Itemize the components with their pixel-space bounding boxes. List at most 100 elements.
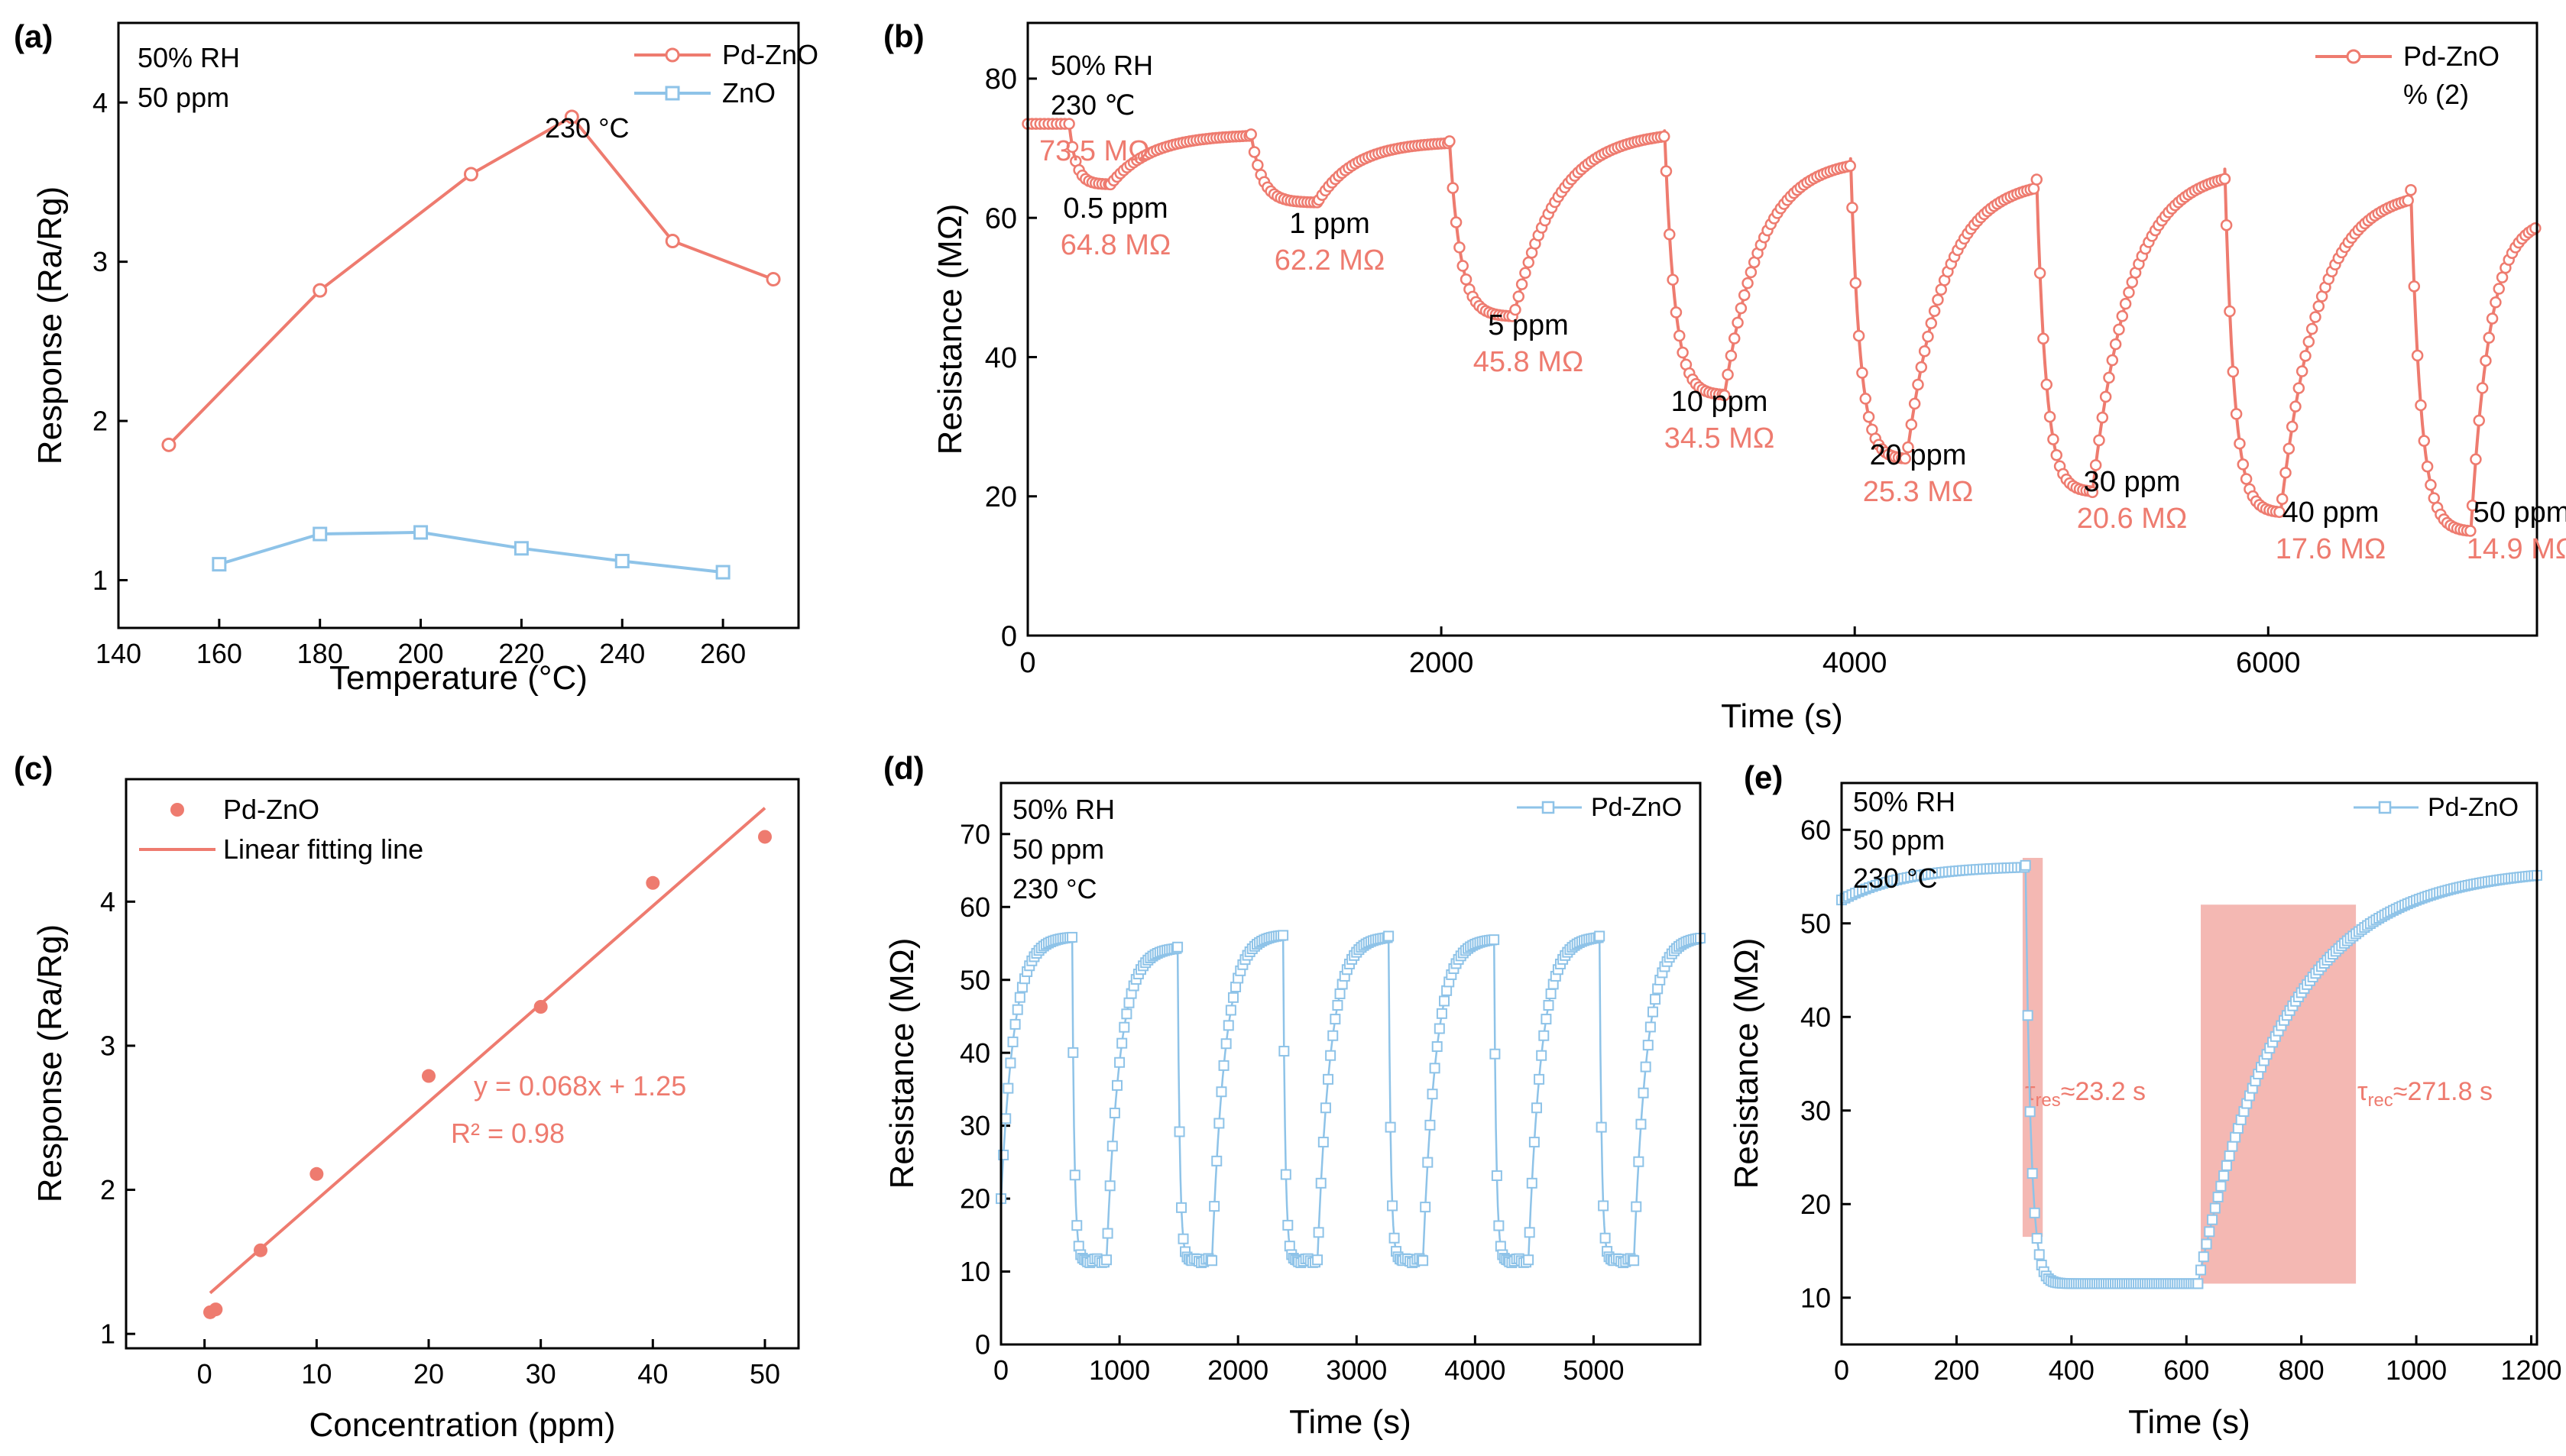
cycle-concentration-label: 1 ppm	[1289, 208, 1370, 240]
data-point-d	[1216, 1086, 1227, 1098]
data-point-b	[2037, 332, 2049, 345]
data-point-d	[1225, 1005, 1236, 1016]
data-point-c	[254, 1243, 267, 1257]
data-point-e	[2192, 1278, 2204, 1289]
data-point-b	[2402, 194, 2414, 207]
cycle-resistance-label: 14.9 MΩ	[2467, 533, 2566, 565]
data-point-b	[2224, 305, 2236, 318]
y-tick-label: 70	[960, 818, 990, 849]
panel-c-r2: R² = 0.98	[451, 1118, 565, 1149]
data-point-d	[1312, 1254, 1323, 1266]
y-tick-label: 20	[1800, 1189, 1831, 1220]
data-point-d	[1278, 930, 1289, 941]
panel-a-legend: Pd-ZnO ZnO	[634, 39, 818, 108]
y-tick-label: 2	[100, 1174, 115, 1205]
data-point-b	[2480, 354, 2492, 367]
data-point-e	[2024, 1106, 2036, 1118]
panel-e-frame	[1840, 781, 2538, 1346]
data-point-d	[1545, 988, 1557, 999]
y-tick-label: 80	[985, 63, 1017, 95]
data-point-b	[1519, 267, 1531, 280]
y-tick-label: 1	[100, 1318, 115, 1350]
data-point-e	[2204, 1226, 2215, 1238]
fit-line	[209, 807, 766, 1295]
panel-b-note-rh: 50% RH	[1051, 50, 1153, 81]
panel-d-note-conc: 50 ppm	[1012, 833, 1104, 865]
data-point-pd-zno	[313, 283, 328, 298]
data-point-b	[2099, 390, 2112, 403]
data-point-d	[1209, 1201, 1220, 1212]
data-point-e	[2033, 1249, 2045, 1260]
data-point-zno	[614, 553, 630, 568]
data-point-b	[2030, 173, 2043, 186]
data-point-b	[1915, 361, 1928, 374]
data-point-d	[1631, 1201, 1642, 1212]
panel-d-frame	[1000, 781, 1702, 1346]
data-point-d	[1325, 1050, 1336, 1061]
data-point-b	[1512, 290, 1525, 303]
data-point-b	[1908, 397, 1921, 410]
data-point-d	[1278, 1046, 1290, 1057]
data-point-zno	[514, 541, 529, 556]
data-point-b	[1509, 303, 1521, 316]
data-point-b	[1657, 130, 1670, 143]
data-point-d	[1644, 1021, 1656, 1033]
data-point-d	[1531, 1102, 1542, 1114]
panel-a-ylabel: Response (Ra/Rg)	[31, 186, 69, 464]
data-point-b	[1660, 165, 1673, 177]
data-point-d	[1642, 1040, 1654, 1051]
data-point-pd-zno	[463, 167, 478, 182]
panel-e-legend: Pd-ZnO	[2354, 793, 2519, 822]
panel-c-ylabel: Response (Ra/Rg)	[31, 924, 69, 1202]
panel-e-note-rh: 50% RH	[1853, 786, 1955, 817]
data-point-d	[1635, 1118, 1647, 1130]
data-point-e	[2031, 1233, 2043, 1244]
panel-b-frame	[1026, 21, 2538, 637]
panel-a-xlabel: Temperature (°C)	[329, 659, 588, 697]
legend-label-d: Pd-ZnO	[1591, 793, 1682, 822]
data-point-d	[1534, 1073, 1545, 1085]
data-point-b	[1846, 202, 1858, 214]
legend-label-e: Pd-ZnO	[2428, 793, 2519, 822]
x-tick-label: 200	[398, 638, 444, 669]
data-point-b	[1856, 367, 1868, 379]
recovery-time-label: τrec≈271.8 s	[2357, 1077, 2493, 1111]
y-tick-label: 3	[100, 1031, 115, 1062]
x-tick-label: 260	[700, 638, 746, 669]
data-point-d	[1320, 1102, 1331, 1114]
data-point-b	[1852, 329, 1865, 342]
x-tick-label: 1000	[1089, 1354, 1150, 1386]
data-point-b	[1928, 305, 1941, 317]
y-tick-label: 20	[985, 481, 1017, 513]
data-point-b	[2106, 354, 2119, 367]
data-point-d	[1528, 1137, 1540, 1148]
x-tick-label: 0	[993, 1354, 1009, 1386]
panel-d-xlabel: Time (s)	[1289, 1403, 1411, 1441]
data-point-b	[1741, 277, 1754, 290]
x-tick-label: 0	[1019, 647, 1035, 679]
data-point-e	[2227, 1141, 2238, 1152]
data-point-b	[1670, 306, 1683, 319]
panel-d-label: (d)	[883, 750, 925, 786]
panel-d: (d) 0 1000 2000 3000 4000 5000 0 10 20 30 40 50 60 70…	[883, 750, 1706, 1441]
panel-a-series	[161, 109, 781, 580]
data-point-b	[2295, 365, 2308, 377]
x-tick-label: 3000	[1326, 1354, 1387, 1386]
data-point-d	[1000, 1113, 1012, 1124]
panel-c-equation: y = 0.068x + 1.25	[474, 1070, 686, 1102]
data-point-e	[2195, 1264, 2207, 1276]
data-point-d	[1538, 1030, 1550, 1041]
data-point-b	[2033, 267, 2046, 280]
panel-b-legend: Pd-ZnO % (2)	[2315, 40, 2500, 110]
x-tick-label: 1200	[2500, 1354, 2561, 1386]
cycle-resistance-label: 25.3 MΩ	[1863, 476, 1974, 508]
data-point-e	[2207, 1214, 2218, 1225]
data-point-pd-zno	[161, 437, 177, 452]
y-tick-label: 50	[1800, 908, 1831, 939]
data-point-b	[2292, 382, 2305, 394]
data-point-c	[646, 875, 660, 890]
data-point-d	[1332, 1000, 1343, 1011]
data-point-b	[1732, 316, 1744, 329]
data-point-b	[2415, 399, 2427, 412]
